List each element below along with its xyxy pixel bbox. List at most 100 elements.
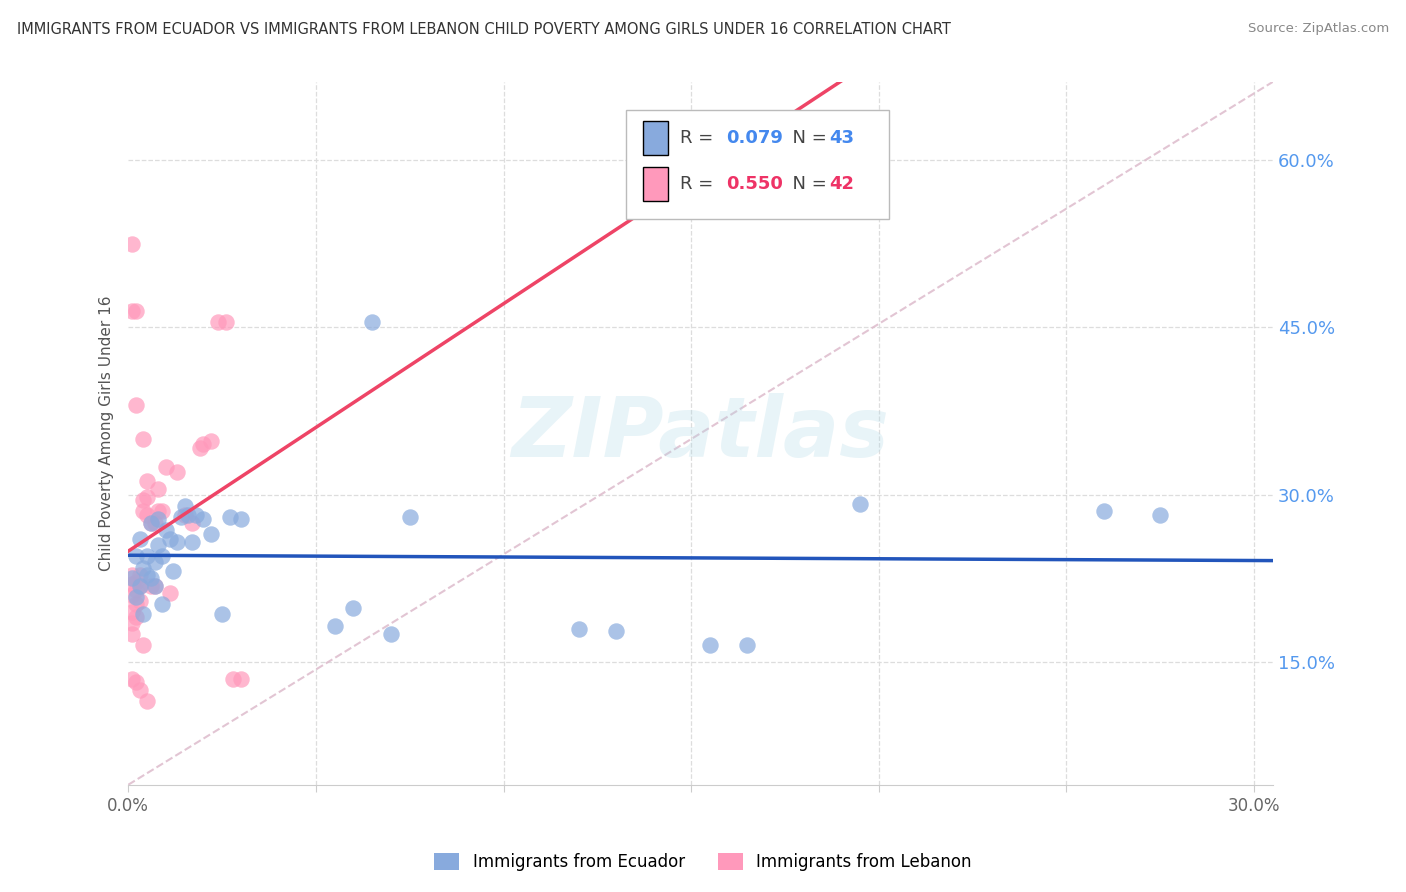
- Text: 0.550: 0.550: [725, 175, 783, 193]
- Point: [170, 510, 193, 524]
- Point: [121, 303, 143, 318]
- Point: [128, 579, 150, 593]
- Point: [128, 593, 150, 607]
- Point: [136, 694, 159, 708]
- Text: N =: N =: [780, 175, 832, 193]
- Point: [125, 549, 148, 563]
- Point: [125, 675, 148, 690]
- Point: [193, 512, 215, 526]
- Point: [200, 526, 222, 541]
- Point: [323, 619, 346, 633]
- Point: [143, 579, 166, 593]
- Point: [125, 597, 148, 611]
- Point: [139, 516, 162, 530]
- Text: 42: 42: [828, 175, 853, 193]
- Point: [184, 508, 207, 522]
- Point: [173, 508, 195, 522]
- Point: [125, 591, 148, 605]
- Point: [398, 510, 420, 524]
- Point: [148, 538, 170, 552]
- Point: [136, 490, 159, 504]
- Point: [1149, 508, 1171, 522]
- Point: [177, 508, 200, 522]
- Point: [150, 504, 173, 518]
- Point: [148, 512, 170, 526]
- Y-axis label: Child Poverty Among Girls Under 16: Child Poverty Among Girls Under 16: [100, 295, 114, 571]
- Point: [143, 555, 166, 569]
- Point: [737, 638, 759, 652]
- Point: [125, 610, 148, 624]
- Point: [188, 441, 211, 455]
- Point: [128, 533, 150, 547]
- Point: [699, 638, 721, 652]
- FancyBboxPatch shape: [626, 110, 890, 219]
- Point: [215, 315, 238, 329]
- Point: [222, 672, 245, 686]
- Point: [342, 601, 364, 615]
- Text: R =: R =: [681, 129, 718, 147]
- Point: [132, 504, 155, 518]
- Point: [207, 315, 229, 329]
- Point: [150, 549, 173, 563]
- Point: [200, 434, 222, 449]
- Text: IMMIGRANTS FROM ECUADOR VS IMMIGRANTS FROM LEBANON CHILD POVERTY AMONG GIRLS UND: IMMIGRANTS FROM ECUADOR VS IMMIGRANTS FR…: [17, 22, 950, 37]
- Point: [128, 682, 150, 697]
- Point: [181, 516, 204, 530]
- Point: [605, 624, 627, 638]
- Point: [229, 512, 252, 526]
- Point: [166, 534, 188, 549]
- Point: [139, 516, 162, 530]
- Point: [162, 564, 184, 578]
- Point: [132, 561, 155, 575]
- Point: [121, 605, 143, 619]
- Point: [211, 607, 233, 621]
- Point: [155, 459, 177, 474]
- Point: [132, 432, 155, 446]
- Point: [1092, 504, 1115, 518]
- Point: [139, 579, 162, 593]
- Point: [155, 524, 177, 538]
- Point: [150, 597, 173, 611]
- Point: [143, 579, 166, 593]
- Legend: Immigrants from Ecuador, Immigrants from Lebanon: Immigrants from Ecuador, Immigrants from…: [426, 845, 980, 880]
- Point: [567, 622, 589, 636]
- Point: [193, 437, 215, 451]
- Point: [148, 504, 170, 518]
- FancyBboxPatch shape: [644, 167, 668, 201]
- Point: [181, 534, 204, 549]
- Point: [121, 615, 143, 630]
- Point: [121, 571, 143, 585]
- Text: Source: ZipAtlas.com: Source: ZipAtlas.com: [1249, 22, 1389, 36]
- Point: [218, 510, 240, 524]
- Point: [128, 568, 150, 582]
- Point: [132, 493, 155, 508]
- Text: R =: R =: [681, 175, 718, 193]
- Point: [380, 627, 402, 641]
- Point: [125, 303, 148, 318]
- Point: [229, 672, 252, 686]
- Point: [159, 586, 181, 600]
- Point: [121, 627, 143, 641]
- Point: [136, 568, 159, 582]
- Point: [121, 236, 143, 251]
- Point: [849, 497, 872, 511]
- Point: [136, 475, 159, 489]
- Point: [139, 571, 162, 585]
- Point: [125, 399, 148, 413]
- Point: [143, 516, 166, 530]
- Point: [121, 577, 143, 591]
- Point: [173, 499, 195, 513]
- Point: [148, 482, 170, 496]
- Point: [166, 466, 188, 480]
- Point: [121, 672, 143, 686]
- Point: [125, 582, 148, 597]
- FancyBboxPatch shape: [644, 121, 668, 155]
- Text: 0.079: 0.079: [725, 129, 783, 147]
- Point: [125, 574, 148, 589]
- Point: [361, 315, 384, 329]
- Point: [128, 579, 150, 593]
- Point: [159, 533, 181, 547]
- Text: 43: 43: [828, 129, 853, 147]
- Point: [136, 508, 159, 522]
- Point: [121, 568, 143, 582]
